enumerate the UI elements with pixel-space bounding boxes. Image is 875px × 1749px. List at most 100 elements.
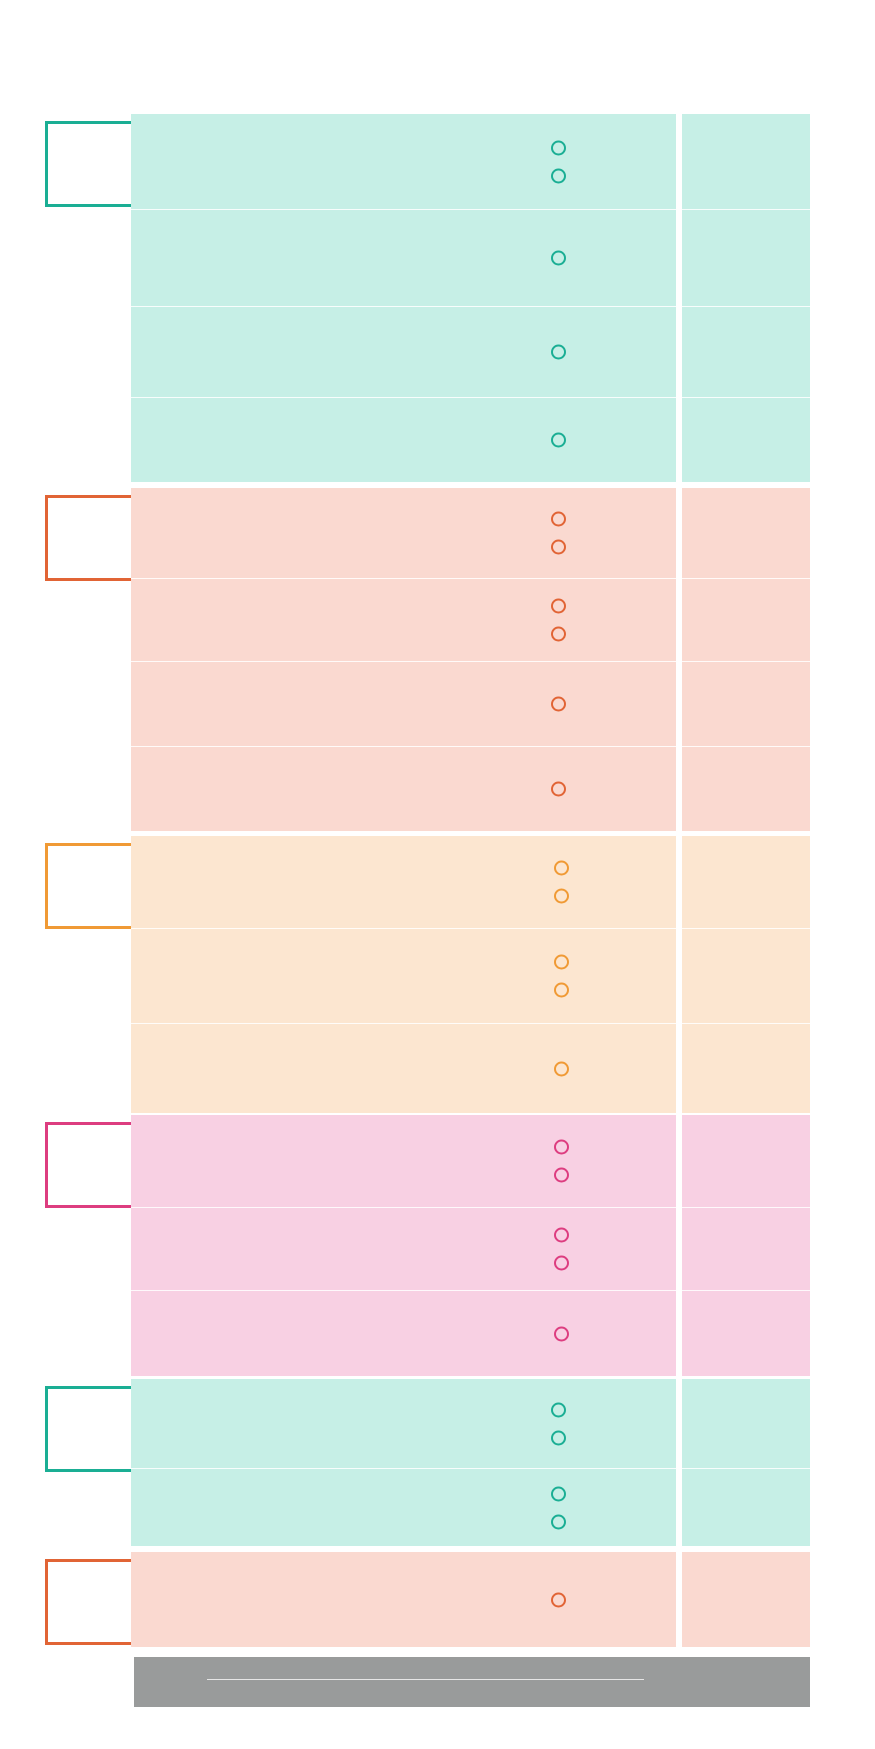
task-row [131, 836, 676, 928]
circle-checkbox-icon[interactable] [551, 781, 566, 797]
circle-checkbox-icon[interactable] [554, 1326, 569, 1341]
category-group-5 [0, 1379, 810, 1546]
circle-checkbox-icon[interactable] [554, 954, 569, 970]
notes-column [682, 1115, 810, 1376]
circle-checkbox-icon[interactable] [551, 1592, 566, 1607]
circle-checkbox-icon[interactable] [554, 1139, 569, 1155]
checkbox-group [554, 1227, 569, 1271]
category-group-4 [0, 1115, 810, 1376]
task-column [131, 488, 676, 831]
task-row [131, 578, 676, 661]
checkbox-group [551, 140, 566, 183]
circle-checkbox-icon[interactable] [551, 432, 566, 448]
checkbox-group [551, 511, 566, 555]
task-row [131, 209, 676, 306]
footer-divider [207, 1679, 644, 1680]
checkbox-group [554, 954, 569, 998]
circle-checkbox-icon[interactable] [554, 888, 569, 904]
notes-cell[interactable] [682, 746, 810, 831]
circle-checkbox-icon[interactable] [554, 1167, 569, 1183]
circle-checkbox-icon[interactable] [554, 1255, 569, 1271]
notes-column [682, 1552, 810, 1647]
task-row [131, 1468, 676, 1546]
checkbox-group [554, 860, 569, 904]
category-tab[interactable] [45, 1122, 131, 1208]
circle-checkbox-icon[interactable] [554, 1227, 569, 1243]
task-row [131, 1379, 676, 1468]
notes-cell[interactable] [682, 928, 810, 1023]
checkbox-group [551, 250, 566, 266]
task-column [131, 836, 676, 1113]
checkbox-group [551, 598, 566, 642]
notes-column [682, 488, 810, 831]
category-tab[interactable] [45, 121, 131, 207]
notes-cell[interactable] [682, 1290, 810, 1376]
circle-checkbox-icon[interactable] [551, 626, 566, 642]
task-row [131, 488, 676, 578]
category-tab[interactable] [45, 1386, 131, 1472]
circle-checkbox-icon[interactable] [554, 860, 569, 876]
task-row [131, 661, 676, 746]
circle-checkbox-icon[interactable] [551, 511, 566, 527]
category-group-3 [0, 836, 810, 1113]
notes-cell[interactable] [682, 488, 810, 578]
circle-checkbox-icon[interactable] [551, 1430, 566, 1445]
notes-cell[interactable] [682, 397, 810, 482]
circle-checkbox-icon[interactable] [551, 1402, 566, 1417]
notes-cell[interactable] [682, 836, 810, 928]
notes-cell[interactable] [682, 306, 810, 397]
task-column [131, 114, 676, 482]
footer-bar [134, 1657, 810, 1707]
category-group-2 [0, 488, 810, 831]
circle-checkbox-icon[interactable] [551, 250, 566, 266]
category-tab[interactable] [45, 495, 131, 581]
task-row [131, 1290, 676, 1376]
circle-checkbox-icon[interactable] [551, 539, 566, 555]
notes-cell[interactable] [682, 114, 810, 209]
task-column [131, 1379, 676, 1546]
circle-checkbox-icon[interactable] [551, 598, 566, 614]
task-row [131, 114, 676, 209]
circle-checkbox-icon[interactable] [551, 696, 566, 712]
checkbox-group [551, 344, 566, 360]
circle-checkbox-icon[interactable] [551, 344, 566, 360]
category-tab[interactable] [45, 843, 131, 929]
category-tab[interactable] [45, 1559, 131, 1645]
category-group-1 [0, 114, 810, 482]
checkbox-group [551, 781, 566, 797]
task-row [131, 1207, 676, 1290]
notes-cell[interactable] [682, 1468, 810, 1546]
notes-cell[interactable] [682, 1023, 810, 1113]
checkbox-group [551, 1486, 566, 1529]
category-group-6 [0, 1552, 810, 1647]
task-column [131, 1115, 676, 1376]
notes-column [682, 836, 810, 1113]
circle-checkbox-icon[interactable] [551, 1514, 566, 1529]
notes-cell[interactable] [682, 1552, 810, 1647]
task-row [131, 1023, 676, 1113]
notes-column [682, 114, 810, 482]
task-row [131, 928, 676, 1023]
checkbox-group [551, 696, 566, 712]
task-row [131, 306, 676, 397]
task-row [131, 1115, 676, 1207]
task-row [131, 397, 676, 482]
notes-cell[interactable] [682, 209, 810, 306]
circle-checkbox-icon[interactable] [551, 1486, 566, 1501]
checkbox-group [551, 432, 566, 448]
task-row [131, 1552, 676, 1647]
circle-checkbox-icon[interactable] [554, 982, 569, 998]
circle-checkbox-icon[interactable] [554, 1061, 569, 1076]
notes-cell[interactable] [682, 578, 810, 661]
checkbox-group [551, 1592, 566, 1607]
circle-checkbox-icon[interactable] [551, 168, 566, 183]
checkbox-group [554, 1061, 569, 1076]
notes-cell[interactable] [682, 661, 810, 746]
notes-cell[interactable] [682, 1207, 810, 1290]
task-row [131, 746, 676, 831]
notes-cell[interactable] [682, 1379, 810, 1468]
notes-cell[interactable] [682, 1115, 810, 1207]
circle-checkbox-icon[interactable] [551, 140, 566, 155]
checkbox-group [554, 1326, 569, 1341]
checkbox-group [551, 1402, 566, 1445]
